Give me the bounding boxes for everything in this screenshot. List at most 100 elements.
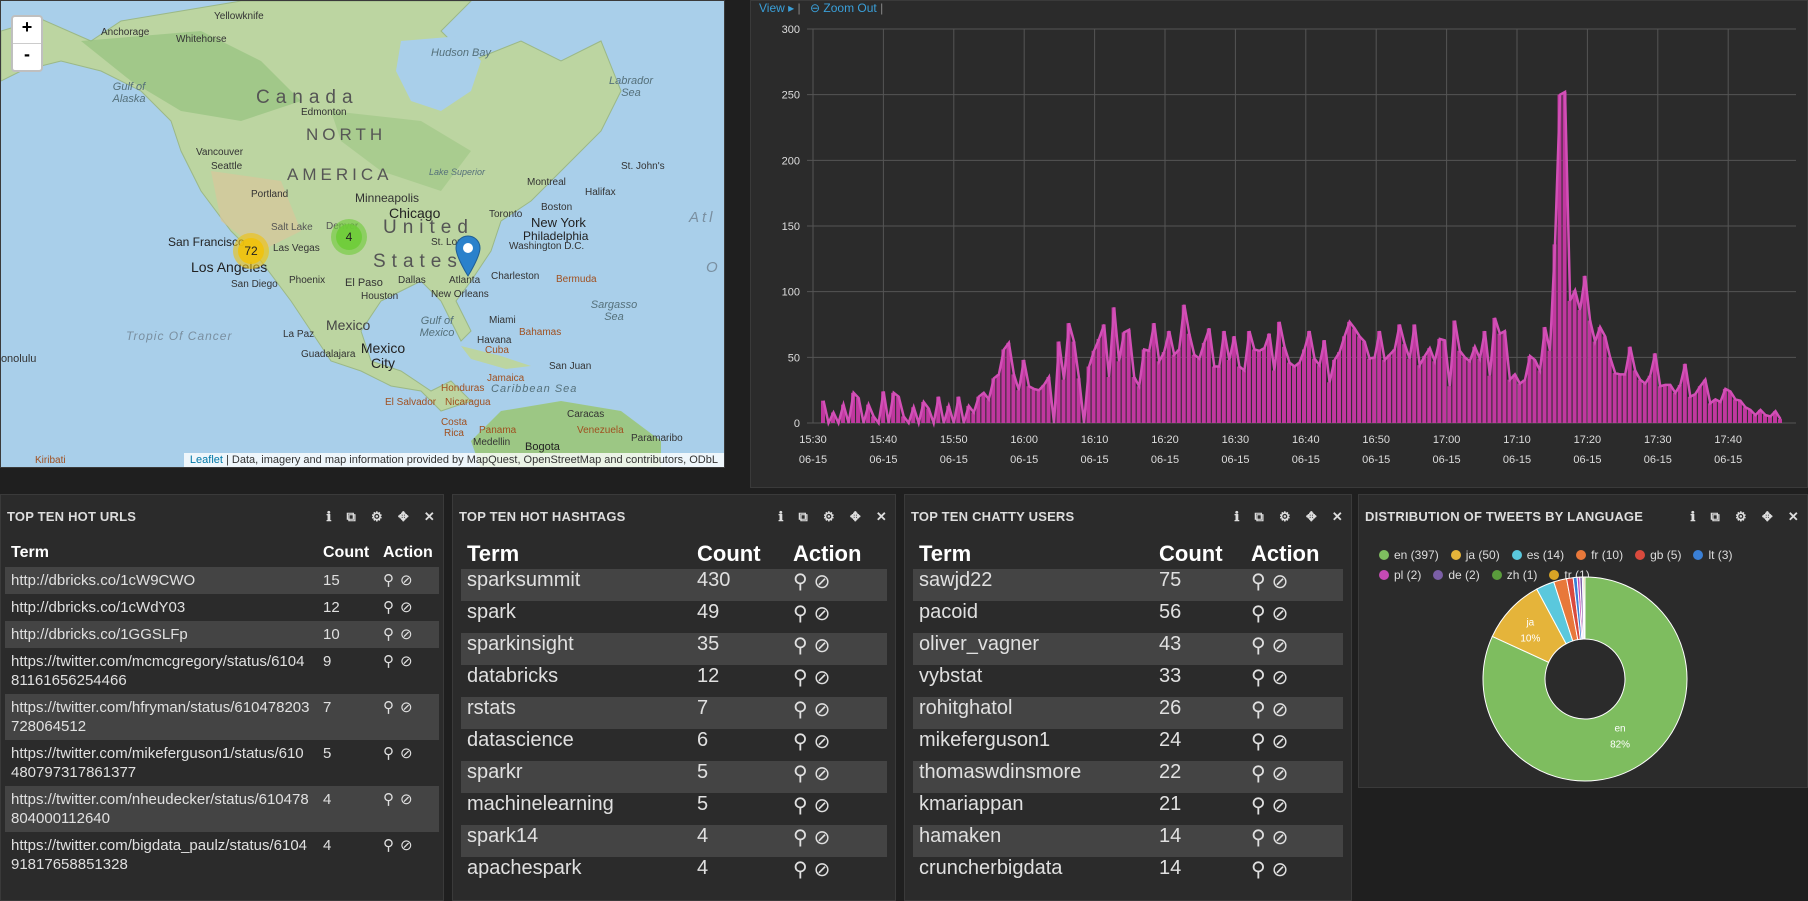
settings-icon[interactable]: ⚙ — [1278, 509, 1291, 524]
ban-icon[interactable]: ⊘ — [1271, 571, 1289, 593]
ban-icon[interactable]: ⊘ — [813, 603, 831, 625]
ban-icon[interactable]: ⊘ — [813, 731, 831, 753]
search-icon[interactable]: ⚲ — [383, 599, 394, 616]
leaflet-link[interactable]: Leaflet — [189, 454, 223, 466]
copy-icon[interactable]: ⧉ — [1254, 509, 1264, 524]
ban-icon[interactable]: ⊘ — [400, 837, 413, 854]
info-icon[interactable]: ℹ — [1690, 509, 1696, 524]
zoom-out-link[interactable]: ⊖ Zoom Out — [810, 1, 877, 15]
ban-icon[interactable]: ⊘ — [1271, 763, 1289, 785]
term-header[interactable]: Term — [11, 544, 49, 561]
close-icon[interactable]: ✕ — [423, 509, 435, 524]
search-icon[interactable]: ⚲ — [1251, 603, 1266, 625]
ban-icon[interactable]: ⊘ — [1271, 603, 1289, 625]
ban-icon[interactable]: ⊘ — [1271, 731, 1289, 753]
copy-icon[interactable]: ⧉ — [346, 509, 356, 524]
map-pin-icon[interactable] — [455, 235, 481, 277]
search-icon[interactable]: ⚲ — [383, 837, 394, 854]
tweet-map[interactable]: + - Yellowknife Anchorage Whitehorse Gul… — [0, 0, 725, 468]
view-menu[interactable]: View ▸ — [759, 1, 794, 15]
marker-cluster-central[interactable]: 4 — [331, 219, 367, 255]
search-icon[interactable]: ⚲ — [793, 571, 808, 593]
settings-icon[interactable]: ⚙ — [370, 509, 383, 524]
ban-icon[interactable]: ⊘ — [813, 699, 831, 721]
copy-icon[interactable]: ⧉ — [1710, 509, 1720, 524]
info-icon[interactable]: ℹ — [778, 509, 784, 524]
zoom-in-button[interactable]: + — [21, 17, 33, 37]
search-icon[interactable]: ⚲ — [1251, 667, 1266, 689]
search-icon[interactable]: ⚲ — [1251, 731, 1266, 753]
copy-icon[interactable]: ⧉ — [798, 509, 808, 524]
legend-item[interactable]: es (14) — [1511, 545, 1564, 565]
ban-icon[interactable]: ⊘ — [400, 599, 413, 616]
term-header[interactable]: Term — [919, 541, 972, 566]
pie-slice[interactable] — [1583, 576, 1586, 640]
search-icon[interactable]: ⚲ — [1251, 827, 1266, 849]
search-icon[interactable]: ⚲ — [383, 653, 394, 670]
close-icon[interactable]: ✕ — [1331, 509, 1343, 524]
marker-cluster-west[interactable]: 72 — [233, 233, 269, 269]
search-icon[interactable]: ⚲ — [383, 791, 394, 808]
search-icon[interactable]: ⚲ — [1251, 635, 1266, 657]
ban-icon[interactable]: ⊘ — [1271, 795, 1289, 817]
pie-slice[interactable] — [1482, 576, 1688, 782]
legend-item[interactable]: gb (5) — [1635, 545, 1681, 565]
ban-icon[interactable]: ⊘ — [813, 667, 831, 689]
move-icon[interactable]: ✥ — [397, 509, 409, 524]
close-icon[interactable]: ✕ — [875, 509, 887, 524]
search-icon[interactable]: ⚲ — [793, 731, 808, 753]
ban-icon[interactable]: ⊘ — [400, 699, 413, 716]
search-icon[interactable]: ⚲ — [1251, 795, 1266, 817]
search-icon[interactable]: ⚲ — [793, 827, 808, 849]
legend-item[interactable]: fr (10) — [1576, 545, 1623, 565]
search-icon[interactable]: ⚲ — [1251, 571, 1266, 593]
move-icon[interactable]: ✥ — [849, 509, 861, 524]
search-icon[interactable]: ⚲ — [1251, 763, 1266, 785]
settings-icon[interactable]: ⚙ — [1734, 509, 1747, 524]
ban-icon[interactable]: ⊘ — [813, 859, 831, 881]
search-icon[interactable]: ⚲ — [793, 763, 808, 785]
search-icon[interactable]: ⚲ — [383, 699, 394, 716]
search-icon[interactable]: ⚲ — [793, 603, 808, 625]
close-icon[interactable]: ✕ — [1787, 509, 1799, 524]
ban-icon[interactable]: ⊘ — [400, 626, 413, 643]
legend-item[interactable]: lt (3) — [1693, 545, 1732, 565]
term-header[interactable]: Term — [467, 541, 520, 566]
count-header[interactable]: Count — [323, 544, 370, 561]
search-icon[interactable]: ⚲ — [1251, 699, 1266, 721]
search-icon[interactable]: ⚲ — [793, 699, 808, 721]
count-header[interactable]: Count — [697, 541, 761, 566]
search-icon[interactable]: ⚲ — [793, 795, 808, 817]
ban-icon[interactable]: ⊘ — [400, 572, 413, 589]
zoom-out-button[interactable]: - — [13, 43, 41, 70]
search-icon[interactable]: ⚲ — [793, 667, 808, 689]
info-icon[interactable]: ℹ — [326, 509, 332, 524]
move-icon[interactable]: ✥ — [1761, 509, 1773, 524]
ban-icon[interactable]: ⊘ — [1271, 667, 1289, 689]
ban-icon[interactable]: ⊘ — [400, 653, 413, 670]
legend-item[interactable]: de (2) — [1433, 565, 1480, 585]
search-icon[interactable]: ⚲ — [1251, 859, 1266, 881]
ban-icon[interactable]: ⊘ — [813, 763, 831, 785]
legend-item[interactable]: zh (1) — [1491, 565, 1537, 585]
ban-icon[interactable]: ⊘ — [813, 635, 831, 657]
search-icon[interactable]: ⚲ — [383, 745, 394, 762]
ban-icon[interactable]: ⊘ — [1271, 635, 1289, 657]
ban-icon[interactable]: ⊘ — [1271, 827, 1289, 849]
legend-item[interactable]: ja (50) — [1450, 545, 1500, 565]
settings-icon[interactable]: ⚙ — [822, 509, 835, 524]
ban-icon[interactable]: ⊘ — [1271, 699, 1289, 721]
ban-icon[interactable]: ⊘ — [813, 827, 831, 849]
ban-icon[interactable]: ⊘ — [813, 795, 831, 817]
info-icon[interactable]: ℹ — [1234, 509, 1240, 524]
search-icon[interactable]: ⚲ — [383, 626, 394, 643]
legend-item[interactable]: pl (2) — [1379, 565, 1421, 585]
move-icon[interactable]: ✥ — [1305, 509, 1317, 524]
ban-icon[interactable]: ⊘ — [400, 745, 413, 762]
count-header[interactable]: Count — [1159, 541, 1223, 566]
search-icon[interactable]: ⚲ — [383, 572, 394, 589]
ban-icon[interactable]: ⊘ — [400, 791, 413, 808]
ban-icon[interactable]: ⊘ — [813, 571, 831, 593]
legend-item[interactable]: en (397) — [1379, 545, 1439, 565]
ban-icon[interactable]: ⊘ — [1271, 859, 1289, 881]
